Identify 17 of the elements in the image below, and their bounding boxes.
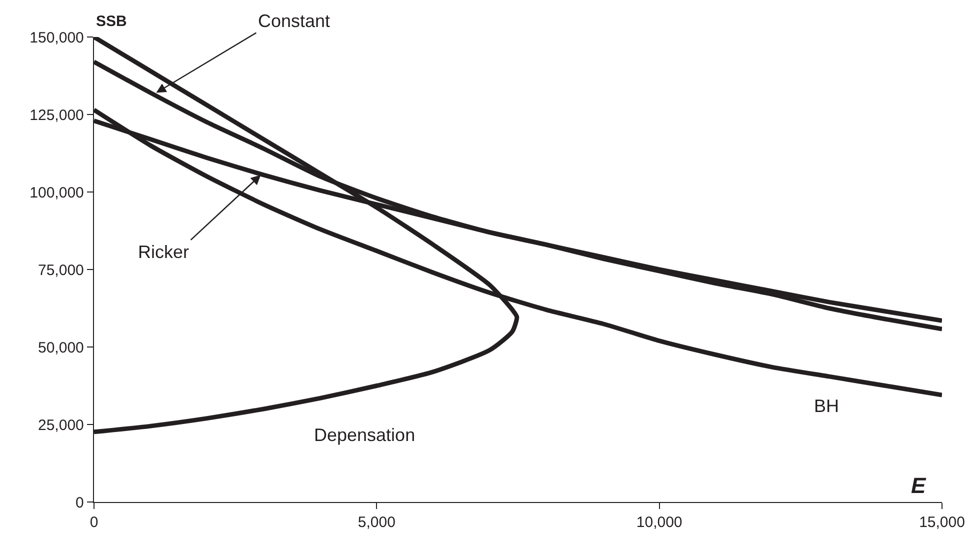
y-axis-title: SSB [96, 13, 128, 30]
y-tick-label: 25,000 [38, 416, 84, 434]
y-tick-label: 100,000 [30, 184, 84, 202]
annotation: Ricker [138, 242, 190, 262]
annotation: BH [814, 396, 840, 416]
y-tick-label: 125,000 [30, 106, 84, 124]
x-tick-label: 10,000 [636, 514, 682, 532]
y-tick-label: 75,000 [38, 262, 84, 279]
x-tick-label: 0 [90, 514, 98, 532]
y-tick-label: 0 [76, 494, 84, 512]
y-tick-label: 150,000 [30, 29, 84, 46]
annotation: Constant [258, 11, 330, 31]
x-axis-title: E [911, 473, 927, 498]
x-tick-label: 15,000 [919, 514, 965, 532]
annotation: Depensation [314, 425, 416, 445]
y-tick-label: 50,000 [38, 339, 84, 356]
x-tick-label: 5,000 [358, 514, 396, 532]
